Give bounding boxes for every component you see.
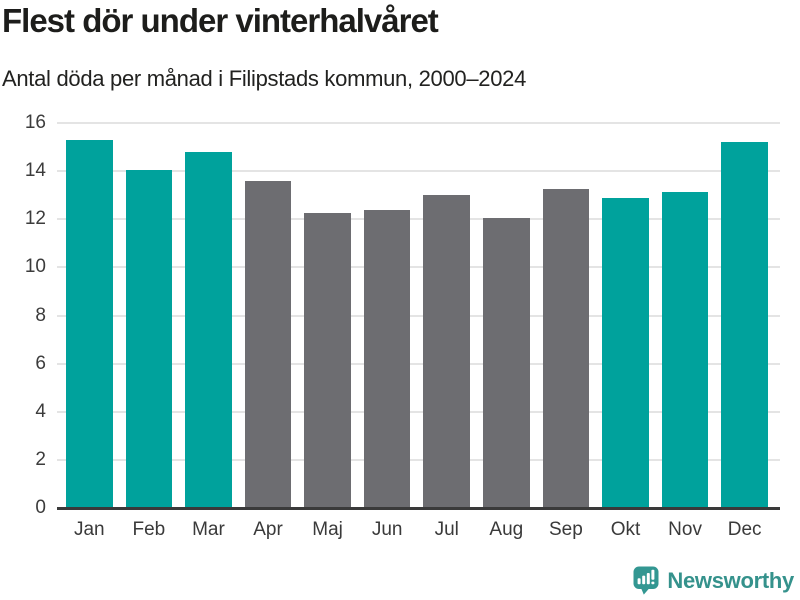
y-tick-label-16: 16 [24, 112, 46, 134]
y-tick-label-12: 12 [24, 208, 46, 230]
x-tick-label-feb: Feb [132, 519, 166, 540]
bar-apr [244, 180, 292, 508]
x-tick-label-dec: Dec [727, 519, 762, 540]
x-tick-label-jul: Jul [434, 519, 459, 540]
y-tick-label-0: 0 [35, 497, 46, 519]
bar-aug [483, 218, 530, 508]
gridline-y-2 [57, 458, 780, 461]
x-tick-label-aug: Aug [489, 519, 524, 540]
y-tick-label-10: 10 [24, 256, 46, 278]
gridline-y-14 [57, 170, 780, 173]
bar-chart: 0 2 4 6 8 10 12 14 16 Jan Feb Mar Apr Maj Jun Jul Aug Sep… [0, 111, 800, 556]
bar-feb [125, 169, 173, 508]
x-axis-labels: Jan Feb Mar Apr Maj Jun Jul Aug Sep Okt Nov Dec [57, 519, 780, 541]
bar-dec [721, 142, 768, 508]
x-tick-label-okt: Okt [610, 519, 641, 540]
y-tick-label-4: 4 [35, 400, 46, 422]
gridline-y-4 [57, 410, 780, 413]
bar-okt [602, 197, 649, 508]
gridline-y-16 [57, 122, 780, 124]
x-axis-line [57, 507, 780, 510]
bars-row [57, 123, 780, 508]
chart-subtitle: Antal döda per månad i Filipstads kommun… [2, 66, 527, 91]
newsworthy-wordmark: Newsworthy [667, 567, 794, 593]
bar-jun [363, 209, 411, 508]
gridline-y-12 [57, 218, 780, 221]
x-tick-label-nov: Nov [668, 519, 702, 540]
bar-jan [66, 139, 113, 508]
x-tick-label-jun: Jun [371, 519, 403, 540]
y-tick-label-2: 2 [35, 448, 46, 470]
x-tick-label-maj: Maj [312, 519, 343, 540]
y-tick-label-8: 8 [35, 304, 46, 326]
bar-mar [185, 151, 232, 508]
x-tick-label-jan: Jan [73, 519, 105, 540]
gridline-y-6 [57, 362, 780, 365]
newsworthy-speech-bubble-bar-chart-icon [633, 566, 659, 595]
y-tick-label-6: 6 [35, 352, 46, 374]
chart-title: Flest dör under vinterhalvåret [2, 2, 439, 39]
x-tick-label-sep: Sep [549, 519, 583, 540]
y-tick-label-14: 14 [24, 160, 46, 182]
x-tick-label-apr: Apr [253, 519, 283, 540]
bar-jul [423, 195, 471, 508]
gridline-y-8 [57, 314, 780, 317]
x-tick-label-mar: Mar [192, 519, 225, 540]
bar-sep [542, 189, 590, 508]
newsworthy-logo: Newsworthy [633, 566, 794, 595]
bar-maj [304, 213, 351, 508]
gridline-y-10 [57, 266, 780, 269]
bar-nov [661, 191, 709, 508]
